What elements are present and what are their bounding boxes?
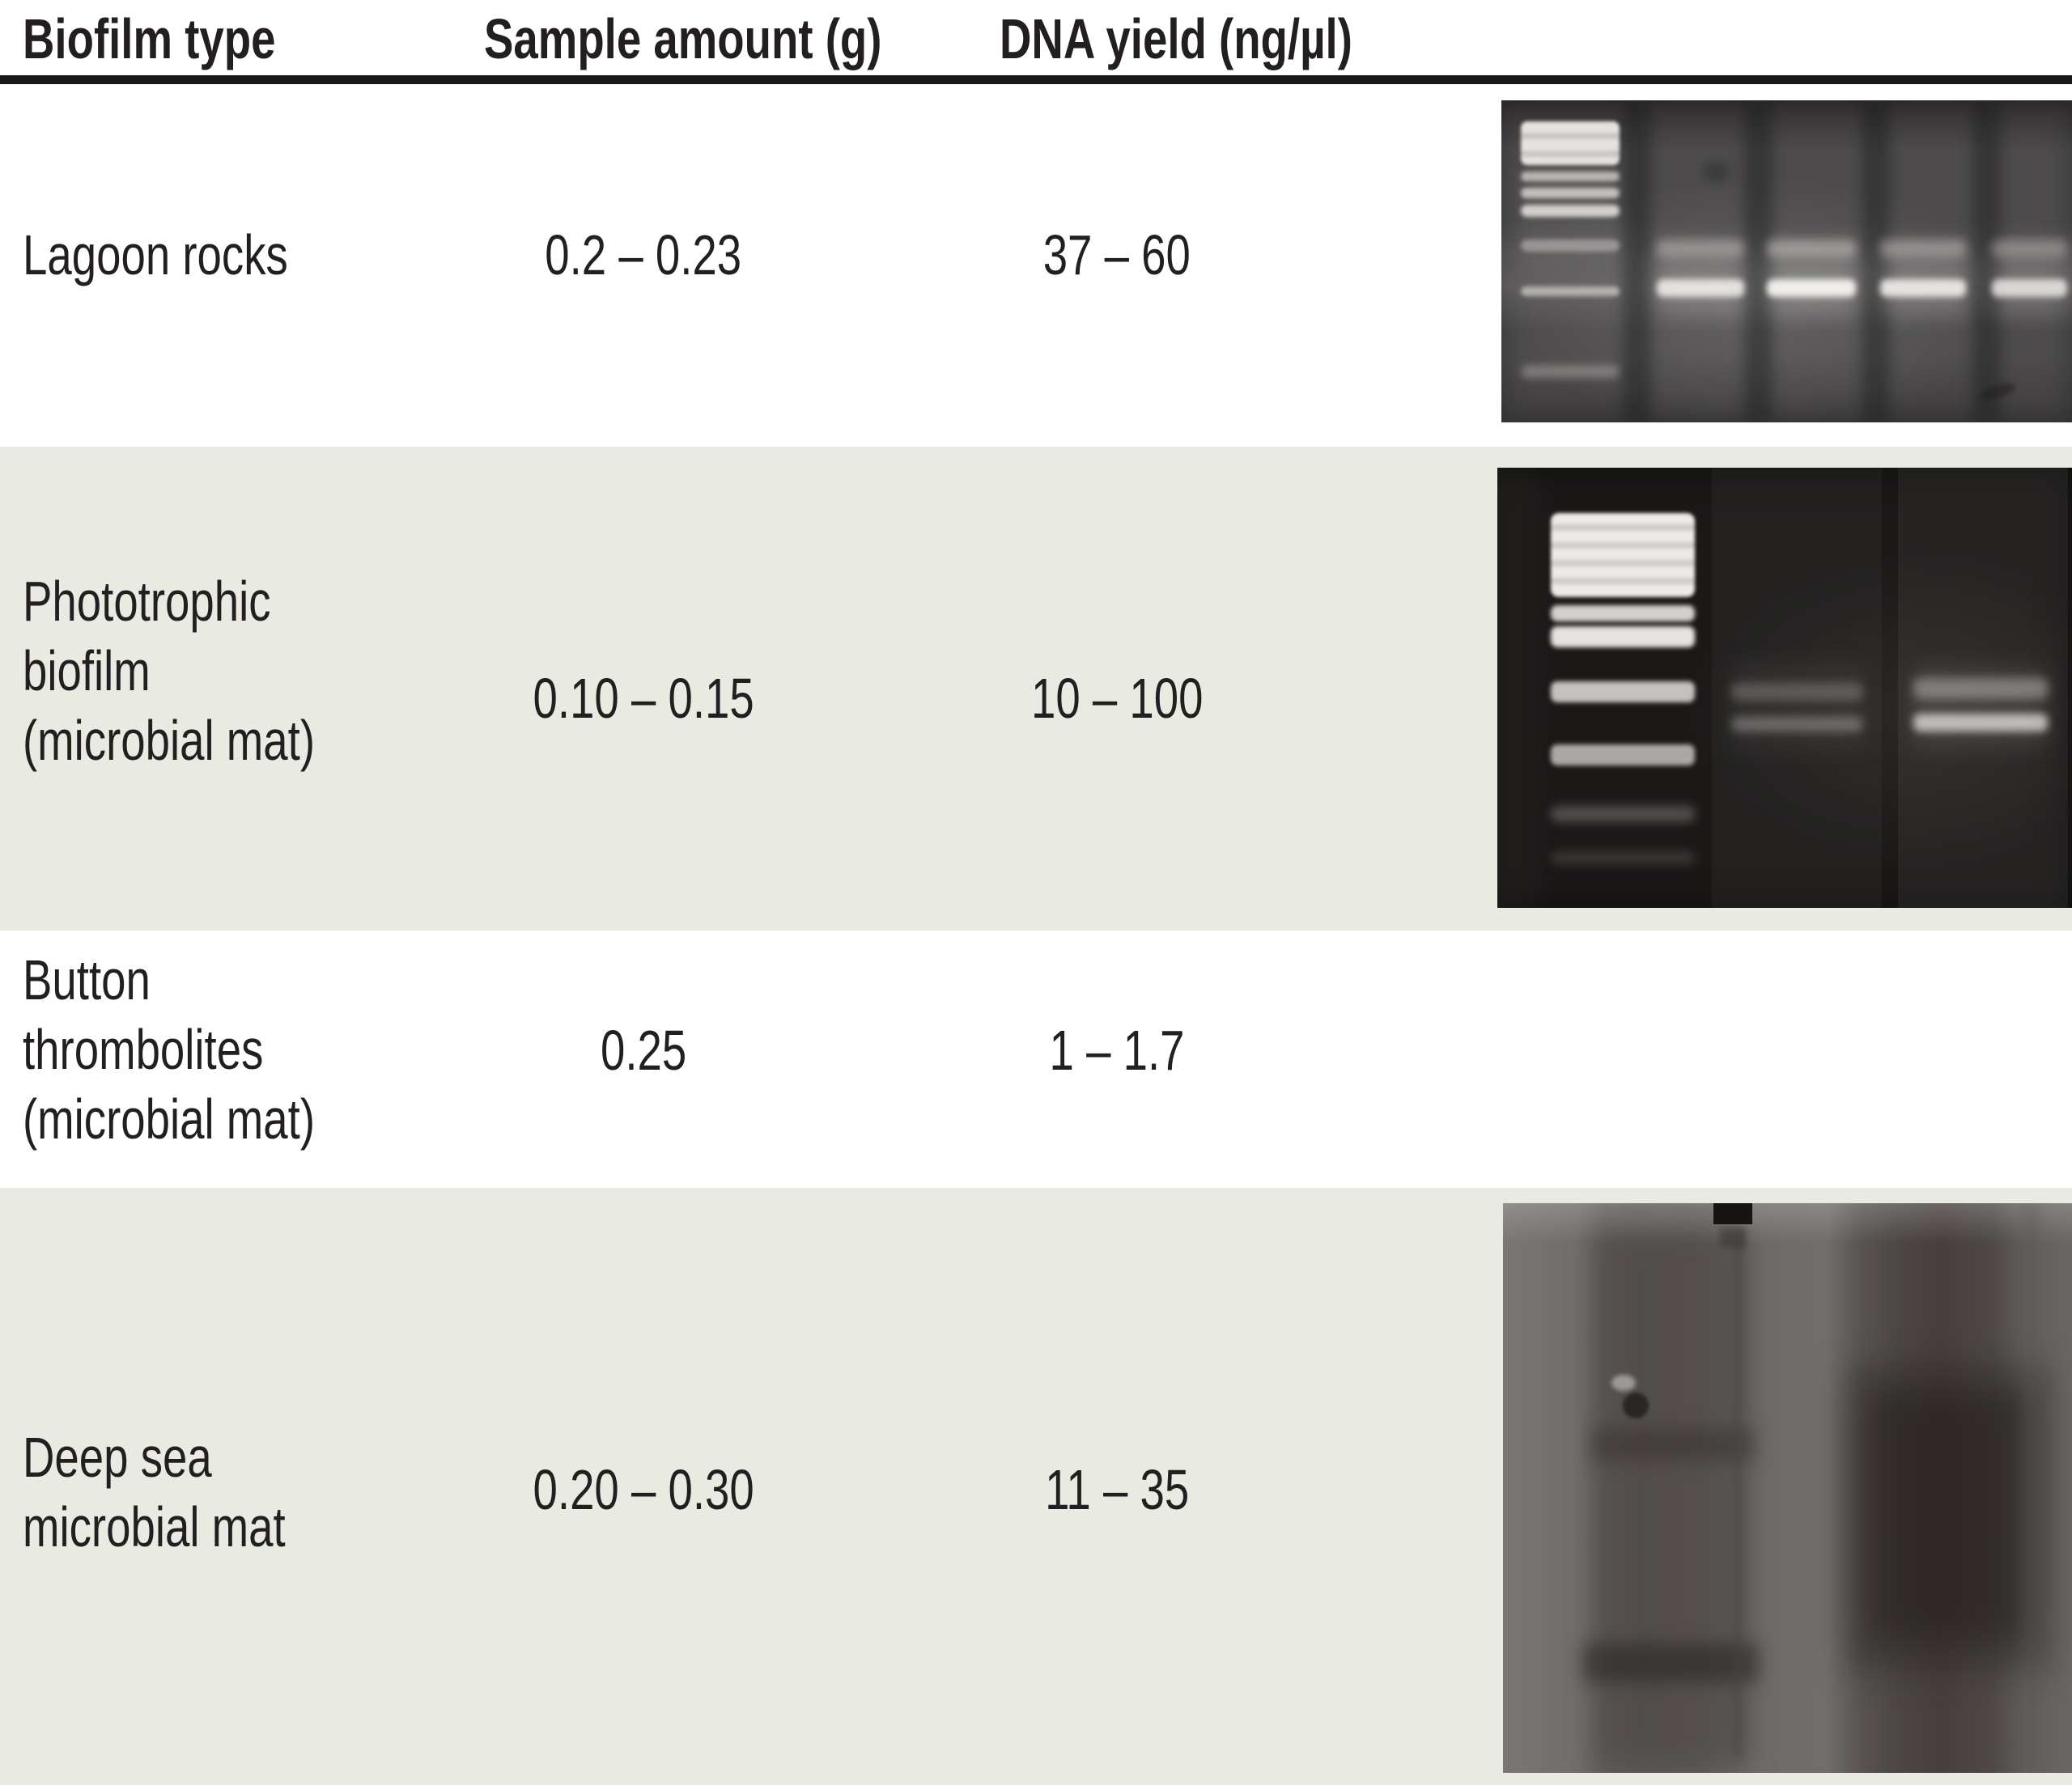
gel-smear-lane [1846,1365,2050,1673]
cell-dna-yield-deep-sea: 11 – 35 [1044,1458,1190,1521]
cell-biofilm-type-deep-sea: Deep sea microbial mat [23,1426,286,1558]
gel-lane-separator [1972,100,2001,422]
gel-band [1582,1643,1759,1682]
gel-band [1731,662,1863,751]
cell-dna-yield-phototrophic: 10 – 100 [1030,667,1204,730]
gel-sample-lane [1762,100,1861,422]
gel-band [1551,605,1695,621]
cell-sample-amount-deep-sea: 0.20 – 0.30 [533,1458,754,1521]
gel-band [1521,365,1620,378]
gel-lane-separator [2023,1203,2039,1773]
cell-sample-amount-lagoon-rocks: 0.2 – 0.23 [545,223,742,286]
gel-band [1521,188,1620,198]
gel-lane-separator [1733,1232,1743,1758]
gel-band [1731,683,1863,701]
gel-band [1551,851,1695,864]
gel-band [1880,240,1966,257]
gel-band [1880,279,1966,297]
gel-band [1521,169,1620,266]
gel-photo-phototrophic-biofilm [1497,468,2072,908]
gel-smudge [1720,1227,1746,1249]
gel-band [1992,279,2067,297]
gel-band [1551,513,1695,597]
gel-lane-separator [1862,100,1890,422]
gel-sample-lane [1875,100,1971,422]
gel-band [1913,678,2048,699]
gel-band [1551,744,1695,765]
gel-band [1913,714,2048,731]
gel-dark-spot [1623,1393,1649,1418]
gel-band [1521,205,1620,217]
gel-band [1521,172,1620,181]
gel-lane-separator [1623,100,1651,422]
gel-photo-lagoon-rocks [1501,100,2072,422]
cell-biofilm-type-lagoon-rocks: Lagoon rocks [23,223,288,286]
gel-smudge [1704,163,1728,181]
gel-sample-lane [1652,100,1749,422]
column-header-dna-yield: DNA yield (ng/µl) [1000,7,1352,70]
gel-photo-deep-sea-mat [1503,1203,2072,1773]
gel-band [1521,240,1620,252]
gel-band [1551,806,1695,822]
gel-band [1767,240,1856,257]
gel-well-notch [1713,1203,1752,1224]
gel-band [1657,240,1744,257]
gel-band [1551,681,1695,702]
cell-dna-yield-button-thrombolites: 1 – 1.7 [1049,1019,1185,1082]
gel-band [1992,240,2067,257]
column-header-sample-amount: Sample amount (g) [484,7,882,70]
gel-sample-lane [1726,468,1868,908]
gel-lane-separator [1744,100,1773,422]
cell-biofilm-type-phototrophic: Phototrophic biofilm (microbial mat) [23,570,316,772]
gel-band [1521,286,1620,296]
gel-band [1551,626,1695,647]
gel-ladder-lane [1516,100,1624,422]
gel-fleck [1611,1375,1636,1391]
cell-sample-amount-phototrophic: 0.10 – 0.15 [533,667,754,730]
column-header-biofilm-type: Biofilm type [23,7,276,70]
gel-band [1731,717,1863,731]
gel-ladder-lane [1546,468,1700,908]
gel-smear-core [1867,1394,2029,1637]
header-rule [0,75,2072,84]
gel-band [1657,279,1744,297]
gel-band [1767,279,1856,297]
cell-biofilm-type-button-thrombolites: Button thrombolites (microbial mat) [23,948,316,1151]
gel-band [1590,1428,1756,1461]
gel-band [1521,121,1620,165]
cell-dna-yield-lagoon-rocks: 37 – 60 [1042,223,1191,286]
cell-sample-amount-button-thrombolites: 0.25 [600,1019,687,1082]
gel-sample-lane [1909,468,2053,908]
gel-sample-lane [1987,100,2072,422]
gel-smear-lane [1594,1236,1754,1762]
